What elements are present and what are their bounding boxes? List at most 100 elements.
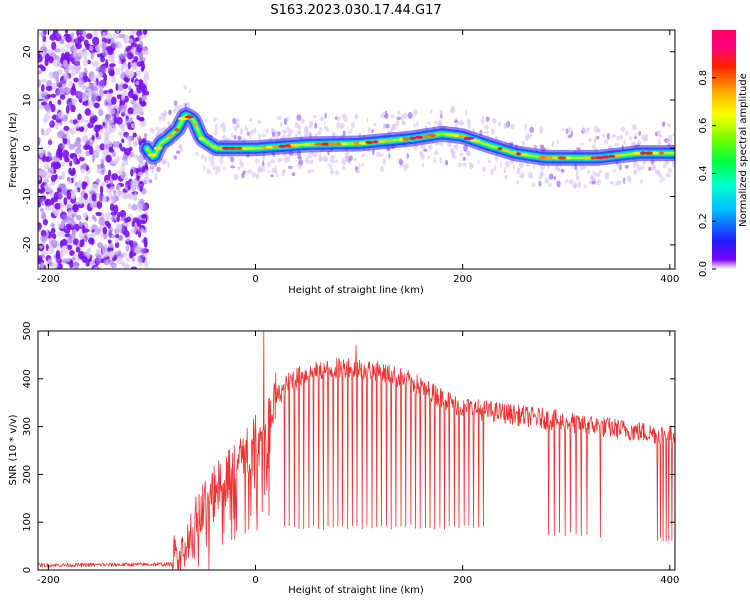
noise-dot bbox=[52, 196, 58, 203]
noise-dot bbox=[296, 124, 302, 130]
noise-dot bbox=[382, 158, 387, 166]
noise-dot bbox=[604, 172, 610, 180]
snr-chart: -200 0 200 400 0 100 200 300 400 500 Height of s… bbox=[8, 321, 679, 596]
noise-dot bbox=[102, 31, 106, 39]
noise-dot bbox=[89, 112, 95, 118]
noise-dot bbox=[251, 171, 256, 178]
noise-dot bbox=[587, 169, 591, 174]
noise-dot bbox=[158, 116, 163, 120]
noise-dot bbox=[144, 210, 149, 215]
noise-dot bbox=[525, 134, 529, 142]
noise-dot bbox=[138, 82, 146, 90]
noise-dot bbox=[112, 151, 117, 158]
noise-dot bbox=[439, 157, 443, 164]
noise-dot bbox=[116, 94, 123, 100]
noise-dot bbox=[117, 60, 122, 65]
noise-dot bbox=[270, 158, 275, 164]
noise-dot bbox=[307, 159, 310, 165]
noise-dot bbox=[330, 159, 336, 164]
noise-dot bbox=[77, 113, 82, 121]
ridge-hotspot bbox=[582, 156, 592, 160]
noise-dot bbox=[547, 166, 550, 170]
noise-dot bbox=[69, 86, 77, 96]
noise-dot bbox=[88, 138, 94, 147]
noise-dot bbox=[111, 96, 117, 105]
noise-dot bbox=[92, 183, 99, 188]
noise-dot bbox=[314, 133, 318, 137]
noise-dot bbox=[108, 88, 114, 94]
y-tick-label: 400 bbox=[22, 369, 33, 388]
noise-dot bbox=[50, 93, 57, 98]
snr-series-line bbox=[38, 331, 675, 570]
noise-dot bbox=[230, 165, 236, 169]
noise-dot bbox=[467, 150, 471, 157]
noise-dot bbox=[69, 153, 75, 159]
noise-dot bbox=[584, 184, 587, 189]
noise-dot bbox=[62, 138, 68, 145]
noise-dot bbox=[68, 143, 76, 150]
noise-dot bbox=[482, 166, 487, 173]
noise-dot bbox=[297, 156, 303, 160]
ridge-hotspot bbox=[445, 133, 456, 137]
noise-dot bbox=[513, 164, 516, 171]
noise-dot bbox=[57, 130, 65, 139]
noise-dot bbox=[659, 179, 663, 184]
noise-dot bbox=[219, 158, 224, 165]
noise-dot bbox=[63, 73, 70, 82]
spectrogram-frame bbox=[37, 29, 676, 270]
noise-dot bbox=[484, 124, 489, 130]
noise-dot bbox=[101, 181, 105, 187]
spectrogram-x-ticks: -200 0 200 400 bbox=[37, 30, 679, 285]
noise-dot bbox=[270, 174, 274, 178]
noise-dot bbox=[280, 122, 283, 127]
noise-dot bbox=[278, 158, 283, 162]
noise-dot bbox=[246, 127, 249, 132]
noise-dot bbox=[372, 148, 375, 156]
noise-dot bbox=[92, 97, 95, 107]
noise-dot bbox=[66, 43, 71, 49]
ridge-hotspot bbox=[173, 128, 180, 132]
noise-dot bbox=[371, 129, 374, 133]
noise-dot bbox=[46, 30, 52, 35]
noise-dot bbox=[112, 33, 119, 39]
noise-dot bbox=[455, 144, 459, 151]
noise-dot bbox=[334, 116, 338, 120]
noise-dot bbox=[532, 164, 536, 169]
ridge-hotspot bbox=[521, 153, 529, 157]
ridge-hotspot bbox=[590, 156, 596, 160]
noise-dot bbox=[247, 169, 253, 174]
noise-dot bbox=[324, 112, 327, 119]
noise-dot bbox=[143, 236, 148, 245]
noise-dot bbox=[343, 115, 348, 122]
noise-dot bbox=[126, 192, 134, 199]
noise-dot bbox=[657, 169, 661, 177]
noise-dot bbox=[591, 180, 596, 185]
noise-dot bbox=[84, 232, 88, 239]
noise-dot bbox=[121, 171, 126, 178]
noise-dot bbox=[137, 221, 142, 228]
noise-dot bbox=[556, 167, 561, 173]
noise-dot bbox=[38, 69, 42, 75]
noise-dot bbox=[161, 116, 167, 122]
noise-dot bbox=[184, 102, 187, 108]
noise-dot bbox=[59, 93, 66, 100]
noise-dot bbox=[109, 203, 115, 212]
noise-dot bbox=[51, 262, 59, 269]
noise-dot bbox=[155, 126, 160, 131]
noise-dot bbox=[124, 159, 129, 166]
noise-dot bbox=[116, 41, 123, 49]
noise-dot bbox=[51, 239, 58, 249]
noise-dot bbox=[38, 188, 42, 193]
noise-dot bbox=[344, 156, 349, 163]
noise-dot bbox=[96, 168, 101, 174]
noise-dot bbox=[102, 122, 106, 127]
noise-dot bbox=[63, 125, 70, 131]
noise-dot bbox=[129, 240, 135, 248]
snr-y-label: SNR (10 * v/v) bbox=[8, 414, 19, 485]
noise-dot bbox=[462, 156, 466, 161]
noise-dot bbox=[103, 143, 110, 150]
noise-dot bbox=[142, 30, 148, 36]
noise-dot bbox=[123, 147, 131, 156]
noise-dot bbox=[403, 112, 407, 119]
noise-dot bbox=[667, 123, 671, 127]
